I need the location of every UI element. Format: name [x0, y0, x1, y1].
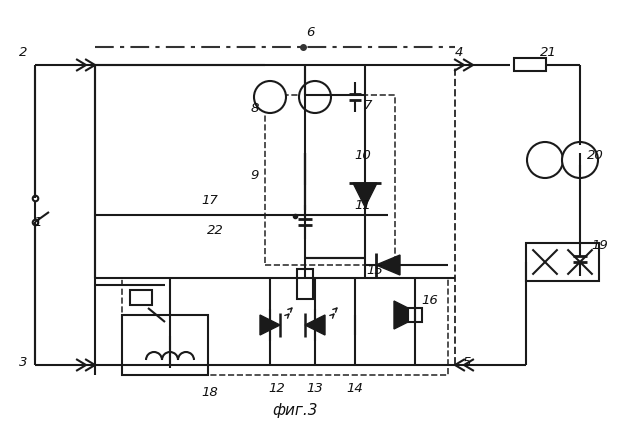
- Text: 9: 9: [251, 168, 259, 181]
- Bar: [265, 95, 395, 265]
- Text: 7: 7: [364, 98, 372, 111]
- Bar: [514, 58, 546, 71]
- Circle shape: [562, 142, 598, 178]
- Text: 1: 1: [34, 216, 42, 228]
- Text: 12: 12: [269, 381, 285, 395]
- Text: 14: 14: [347, 381, 364, 395]
- Bar: [122, 315, 208, 375]
- Circle shape: [254, 81, 286, 113]
- Text: 10: 10: [355, 149, 371, 162]
- Text: 13: 13: [307, 381, 323, 395]
- Polygon shape: [305, 315, 325, 335]
- Bar: [122, 278, 448, 375]
- Polygon shape: [394, 301, 408, 329]
- Text: 16: 16: [422, 293, 438, 306]
- Text: 11: 11: [355, 198, 371, 211]
- Text: фиг.3: фиг.3: [272, 403, 317, 417]
- Bar: [95, 65, 455, 365]
- Bar: [408, 308, 422, 322]
- Text: 3: 3: [19, 355, 27, 368]
- Text: 6: 6: [306, 25, 314, 38]
- Polygon shape: [353, 183, 377, 207]
- Bar: [130, 290, 152, 305]
- Text: 18: 18: [202, 386, 218, 398]
- Text: 21: 21: [540, 46, 556, 59]
- Text: 4: 4: [455, 46, 463, 59]
- Text: 19: 19: [591, 238, 609, 252]
- Bar: [297, 269, 313, 299]
- Text: 5: 5: [463, 355, 471, 368]
- Text: 15: 15: [367, 263, 383, 276]
- Polygon shape: [376, 255, 400, 275]
- Polygon shape: [260, 315, 280, 335]
- Bar: [526, 243, 599, 281]
- Text: 2: 2: [19, 46, 27, 59]
- Circle shape: [299, 81, 331, 113]
- Circle shape: [527, 142, 563, 178]
- Text: 17: 17: [202, 194, 218, 206]
- Text: 8: 8: [251, 102, 259, 114]
- Text: 22: 22: [207, 224, 223, 236]
- Text: 20: 20: [587, 149, 604, 162]
